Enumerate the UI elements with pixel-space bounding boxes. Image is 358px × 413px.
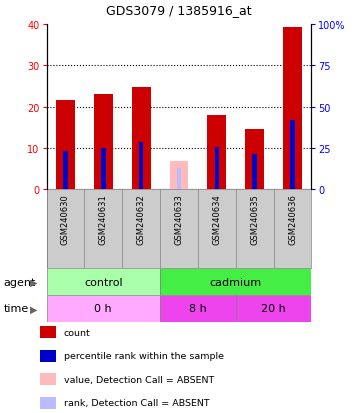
Text: rank, Detection Call = ABSENT: rank, Detection Call = ABSENT xyxy=(64,398,210,407)
Text: GDS3079 / 1385916_at: GDS3079 / 1385916_at xyxy=(106,4,252,17)
Bar xyxy=(40,397,55,409)
Text: 20 h: 20 h xyxy=(261,304,286,314)
Bar xyxy=(236,295,311,322)
Bar xyxy=(160,295,236,322)
Text: percentile rank within the sample: percentile rank within the sample xyxy=(64,351,224,361)
Bar xyxy=(47,295,160,322)
Text: GSM240635: GSM240635 xyxy=(250,194,259,244)
Bar xyxy=(94,95,113,190)
Text: 0 h: 0 h xyxy=(95,304,112,314)
Bar xyxy=(101,149,106,190)
Text: agent: agent xyxy=(4,277,36,287)
Text: value, Detection Call = ABSENT: value, Detection Call = ABSENT xyxy=(64,375,214,384)
Bar xyxy=(160,268,311,295)
Bar xyxy=(139,142,144,190)
Text: 8 h: 8 h xyxy=(189,304,207,314)
Text: count: count xyxy=(64,328,91,337)
Bar xyxy=(177,169,181,190)
Bar xyxy=(40,350,55,362)
Bar xyxy=(56,101,75,190)
Bar xyxy=(170,162,188,190)
Bar xyxy=(283,28,302,190)
Bar xyxy=(207,116,226,190)
Bar xyxy=(40,326,55,339)
Bar xyxy=(40,373,55,385)
Text: GSM240633: GSM240633 xyxy=(174,194,184,244)
Text: GSM240636: GSM240636 xyxy=(288,194,297,244)
Bar xyxy=(47,268,160,295)
Bar xyxy=(252,155,257,190)
Text: time: time xyxy=(4,304,29,314)
Text: ▶: ▶ xyxy=(30,277,38,287)
Bar xyxy=(290,121,295,190)
Bar xyxy=(245,129,264,190)
Text: GSM240632: GSM240632 xyxy=(137,194,146,244)
Text: cadmium: cadmium xyxy=(210,277,262,287)
Text: GSM240631: GSM240631 xyxy=(99,194,108,244)
Text: GSM240630: GSM240630 xyxy=(61,194,70,244)
Bar xyxy=(132,88,151,190)
Text: control: control xyxy=(84,277,123,287)
Bar xyxy=(63,152,68,190)
Text: ▶: ▶ xyxy=(30,304,38,314)
Bar xyxy=(214,148,219,190)
Text: GSM240634: GSM240634 xyxy=(212,194,221,244)
